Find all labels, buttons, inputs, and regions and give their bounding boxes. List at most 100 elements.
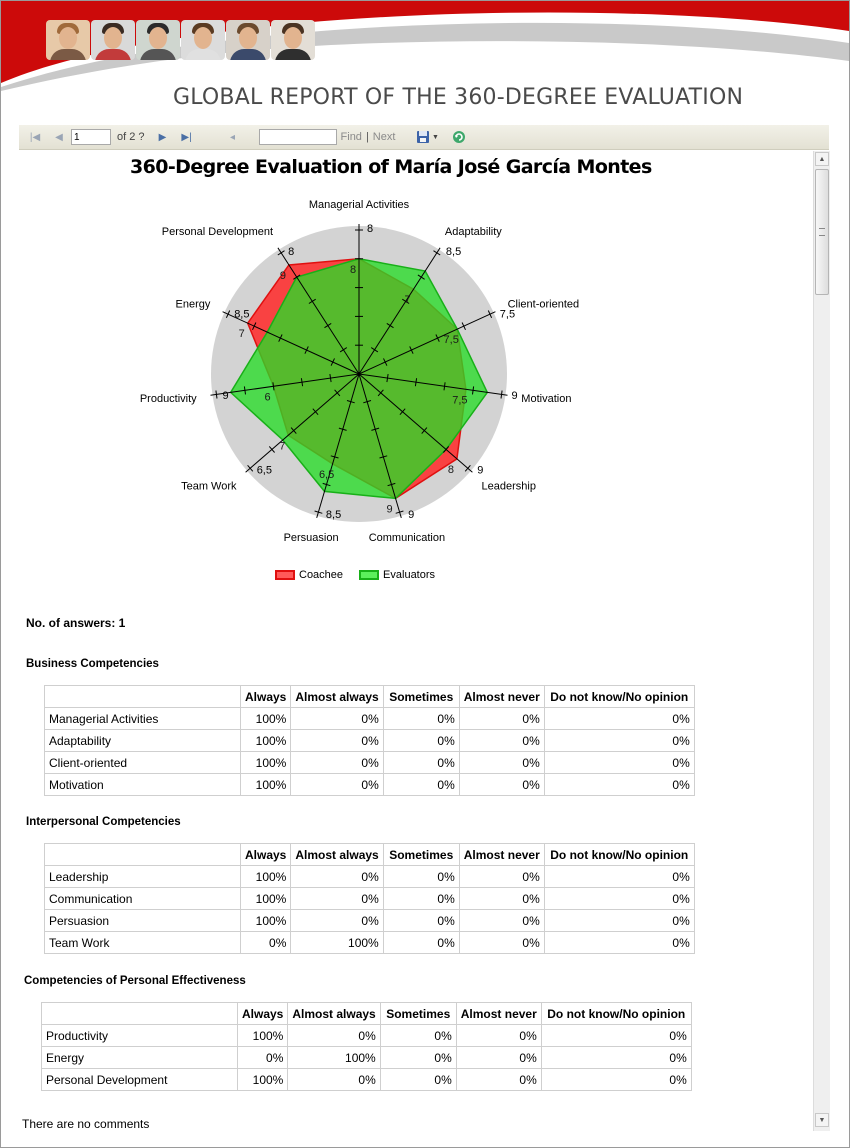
percentage-cell: 0% (458, 729, 545, 752)
competency-name-cell: Team Work (44, 931, 241, 954)
radar-axis-tick (314, 510, 323, 514)
column-header: Always (239, 843, 292, 866)
table-row: Team Work 0% 100% 0% 0% 0% (44, 931, 695, 954)
radar-axis-tick (324, 322, 332, 329)
last-page-icon[interactable]: ▶| (181, 131, 192, 143)
header-photo (181, 20, 225, 60)
radar-axis-tick (417, 274, 425, 280)
page-number-input[interactable] (71, 129, 111, 145)
radar-axis-tick (322, 482, 331, 487)
table-header-row: Always Almost always Sometimes Almost never… (44, 843, 695, 866)
radar-category-label: Personal Development (162, 226, 273, 238)
radar-axis-line (316, 373, 360, 519)
prev-page-icon[interactable]: ◀ (55, 131, 63, 143)
column-header (41, 1002, 238, 1025)
radar-series-evaluators (229, 258, 489, 500)
radar-axis-tick (399, 408, 406, 416)
radar-axis-tick (300, 378, 304, 387)
table-row: Energy 0% 100% 0% 0% 0% (41, 1046, 692, 1069)
percentage-cell: 100% (239, 909, 292, 932)
competency-name-cell: Motivation (44, 773, 241, 796)
radar-axis-max-label: 8,5 (234, 308, 249, 320)
chart-legend: Coachee Evaluators (275, 569, 435, 581)
radar-axis-tick (225, 310, 231, 319)
column-header (44, 685, 241, 708)
radar-axis-max-label: 8 (367, 223, 373, 235)
table-row: Productivity 100% 0% 0% 0% 0% (41, 1024, 692, 1047)
percentage-cell: 0% (290, 751, 384, 774)
refresh-icon[interactable] (451, 129, 467, 145)
radar-axis-max-label: 9 (223, 390, 229, 402)
radar-axis-line (245, 373, 360, 473)
column-header: Do not know/No opinion (543, 685, 695, 708)
percentage-cell: 0% (290, 909, 384, 932)
radar-data-label: 7,5 (452, 394, 467, 406)
save-icon[interactable] (415, 129, 431, 145)
percentage-cell: 0% (458, 887, 545, 910)
percentage-cell: 0% (543, 865, 695, 888)
radar-axis-tick (370, 347, 379, 353)
percentage-cell: 0% (290, 707, 384, 730)
radar-axis-max-label: 8,5 (446, 246, 461, 258)
header-photo (271, 20, 315, 60)
radar-data-label: 7 (404, 294, 410, 306)
banner-gray-swoosh (1, 22, 849, 91)
radar-axis-tick (308, 298, 316, 304)
radar-axis-line (358, 311, 496, 375)
radar-axis-max-label: 6,5 (257, 465, 272, 477)
percentage-cell: 0% (382, 887, 460, 910)
percentage-cell: 0% (290, 887, 384, 910)
radar-axis-line (210, 373, 360, 396)
legend-item-coachee: Coachee (275, 569, 343, 581)
radar-axis-tick (386, 322, 394, 329)
table-header-row: Always Almost always Sometimes Almost never… (44, 685, 695, 708)
find-link[interactable]: Find (340, 131, 362, 143)
radar-axis-tick (247, 464, 254, 472)
percentage-cell: 0% (382, 751, 460, 774)
header-photo (46, 20, 90, 60)
percentage-cell: 0% (543, 887, 695, 910)
radar-category-label: Energy (176, 298, 211, 310)
radar-axis-line (358, 247, 441, 375)
percentage-cell: 0% (543, 931, 695, 954)
competency-name-cell: Managerial Activities (44, 707, 241, 730)
first-page-icon[interactable]: |◀ (29, 131, 41, 143)
radar-axis-tick (371, 427, 380, 431)
next-page-icon[interactable]: ▶ (158, 131, 167, 143)
percentage-cell: 0% (379, 1024, 457, 1047)
radar-category-label: Motivation (521, 393, 571, 405)
radar-axis-tick (312, 408, 319, 416)
radar-data-label: 7,5 (444, 334, 459, 346)
radar-axis-tick (443, 446, 450, 453)
table-row: Motivation 100% 0% 0% 0% 0% (44, 773, 695, 796)
radar-axis-tick (339, 347, 348, 353)
column-header: Almost always (287, 1002, 381, 1025)
radar-category-label: Managerial Activities (309, 199, 410, 211)
back-to-parent-icon[interactable]: ◂ (230, 131, 236, 143)
radar-data-label: 6,5 (319, 469, 334, 481)
radar-axis-line (358, 373, 402, 519)
radar-axis-tick (409, 346, 414, 354)
percentage-cell: 100% (236, 1024, 289, 1047)
percentage-cell: 0% (458, 707, 545, 730)
vertical-scrollbar[interactable]: ▲ ▼ (813, 151, 830, 1131)
radar-axis-tick (464, 464, 471, 472)
radar-axis-tick (268, 446, 275, 453)
radar-axis-tick (363, 400, 372, 404)
percentage-cell: 0% (540, 1068, 692, 1091)
page-count-label: of 2 ? (117, 131, 145, 143)
scroll-up-arrow-icon[interactable]: ▲ (815, 152, 829, 166)
find-text-input[interactable] (258, 129, 337, 145)
percentage-cell: 0% (382, 729, 460, 752)
column-header: Almost never (455, 1002, 542, 1025)
percentage-cell: 0% (458, 909, 545, 932)
legend-swatch-evaluators (359, 570, 380, 580)
legend-item-evaluators: Evaluators (359, 569, 435, 581)
percentage-cell: 0% (455, 1024, 542, 1047)
find-next-link[interactable]: Next (372, 131, 396, 143)
scrollbar-thumb[interactable] (815, 169, 829, 295)
competency-name-cell: Adaptability (44, 729, 241, 752)
export-dropdown-icon[interactable]: ▼ (431, 133, 439, 141)
column-header: Always (239, 685, 292, 708)
scroll-down-arrow-icon[interactable]: ▼ (815, 1113, 829, 1127)
